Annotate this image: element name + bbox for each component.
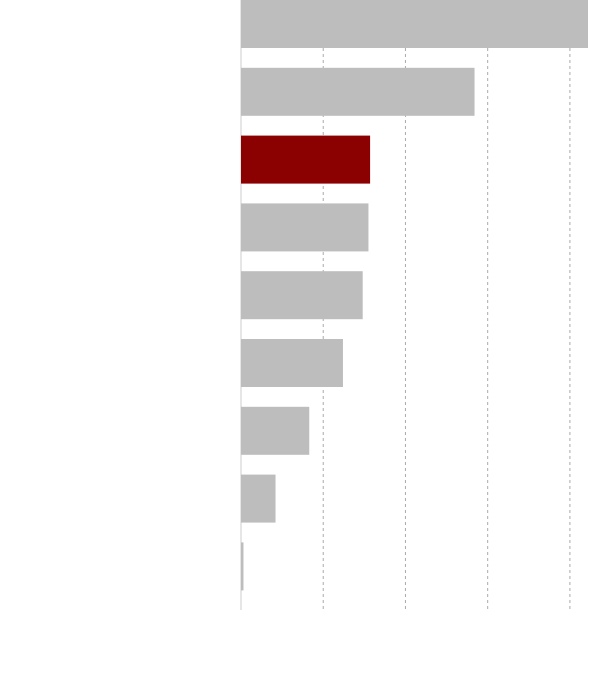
bars <box>241 0 588 591</box>
bar <box>241 203 369 252</box>
bar-highlighted <box>241 135 371 184</box>
bar <box>241 271 363 320</box>
bar <box>241 542 244 591</box>
bar <box>241 339 343 387</box>
bar <box>241 0 588 48</box>
bar <box>241 406 310 455</box>
bar <box>241 474 276 523</box>
bar <box>241 67 475 116</box>
